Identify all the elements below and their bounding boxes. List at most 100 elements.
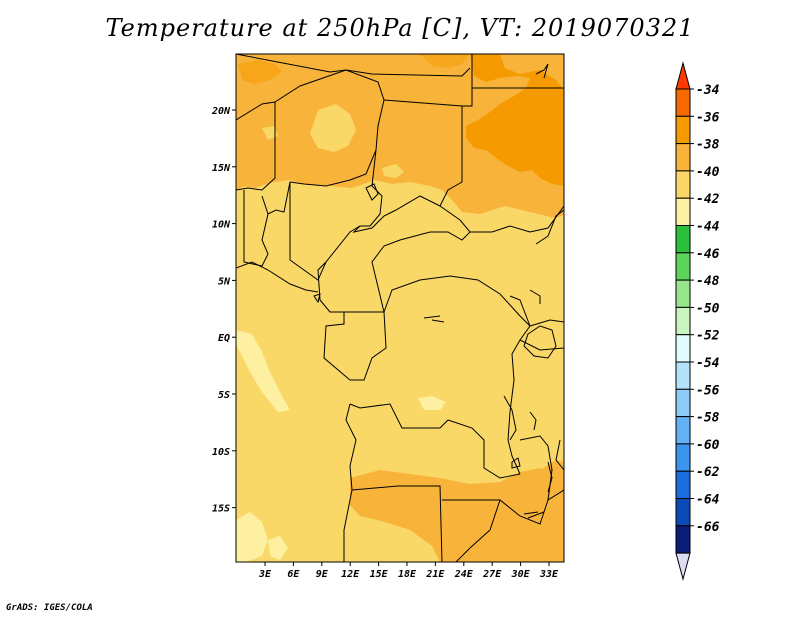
lake-tanganyika [503,395,517,441]
colorbar-label: -52 [696,329,720,344]
lake-center [423,315,445,323]
temperature-field [236,54,564,562]
lake-mweru [511,457,521,469]
colorbar-swatch [675,170,691,199]
colorbar-swatch [675,361,691,390]
colorbar-label: -62 [696,465,720,480]
field-patch-42-west [236,330,290,412]
lake-outlines [313,63,557,519]
field-band-38-south [350,468,564,562]
border-algeria [236,54,347,73]
lake-nasser [535,63,549,79]
border-cameroon-car [317,231,471,313]
lon-tick-label: 27E [482,569,502,580]
border-botswana [455,499,501,562]
border-mozambique [555,439,564,471]
longitude-axis: 3E 6E 9E 12E 15E 18E 21E 24E 27E 30E 33E [258,562,559,580]
border-car-drc [383,275,531,327]
lat-tick-label: 5N [218,276,231,287]
field-patch-40-b [262,126,278,140]
colorbar-swatch [675,279,691,308]
colorbar-swatch [675,115,691,145]
colorbar-swatch [675,416,691,445]
lon-tick-label: 15E [370,569,389,580]
colorbar-label: -42 [696,192,720,207]
colorbar-label: -50 [696,301,720,316]
lake-kariba [523,511,545,519]
lon-tick-label: 9E [316,569,329,580]
lon-tick-label: 33E [539,569,559,580]
colorbar-label: -44 [696,220,720,235]
border-nigeria [289,182,361,281]
colorbar-label: -60 [696,438,720,453]
colorbar-swatch [675,525,691,554]
colorbar-label: -56 [696,383,720,398]
colorbar-swatch [675,88,691,117]
field-cell-36-n [420,54,470,68]
border-libya-south [345,67,471,77]
border-lakes-west [507,295,531,475]
colorbar-swatch [675,197,691,226]
colorbar-label: -48 [696,274,720,289]
border-egypt-sudan [462,87,564,107]
field-patch-40-a [310,104,356,152]
colorbar-swatch [675,252,691,281]
field-patch-42-sw2 [268,536,288,560]
border-angola-namibia [351,485,443,562]
field-cell-36-ne [466,54,564,186]
chart-title: Temperature at 250hPa [C], VT: 201907032… [105,14,695,42]
border-south-sudan [529,209,564,304]
lat-tick-label: 10S [212,447,230,458]
lake-rukwa [529,411,537,431]
border-uganda [529,319,564,327]
coast-gulf-guinea [236,261,319,293]
latitude-axis: 20N 15N 10N 5N EQ 5S 10S 15S [211,106,236,515]
grads-credit: GrADS: IGES/COLA [6,603,93,613]
lake-victoria [523,325,557,359]
island-bioko [313,293,321,304]
map-frame [235,53,565,563]
colorbar-label: -46 [696,247,720,262]
colorbar: -34 -36 -38 -40 -42 -44 -46 -48 -50 -52 -54 -56 -58 -… [675,61,720,582]
lon-tick-label: 6E [287,569,300,580]
lake-chad [365,183,379,201]
lon-tick-label: 24E [454,569,474,580]
colorbar-swatch [675,334,691,363]
country-borders [236,54,564,562]
border-kenya-tanzania [519,339,564,351]
border-benin-togo [243,181,291,267]
lat-tick-label: 10N [212,220,231,231]
lake-malawi [547,461,553,493]
border-malawi [519,435,553,501]
lon-tick-label: 21E [425,569,445,580]
colorbar-top-triangle [675,61,691,90]
lon-tick-label: 30E [511,569,531,580]
field-patch-42-sw [236,512,268,562]
colorbar-label: -66 [696,520,720,535]
lat-tick-label: 15S [212,504,230,515]
colorbar-swatch [675,470,691,500]
border-algeria-mali [236,101,276,191]
colorbar-label: -58 [696,411,720,426]
colorbar-label: -40 [696,165,720,180]
colorbar-swatch [675,388,691,418]
field-cell-36-nw [238,60,282,84]
lon-tick-label: 12E [341,569,360,580]
lat-tick-label: 5S [218,390,230,401]
colorbar-label: -64 [696,493,720,508]
lat-tick-label: EQ [218,333,230,344]
field-patch-40-south [356,520,436,562]
field-patch-42-center [418,396,446,410]
field-band-38-north [236,54,564,218]
lon-tick-label: 3E [258,569,272,580]
coast-angola [343,403,357,562]
border-drc-angola-zambia [349,403,521,479]
colorbar-swatch [675,498,691,527]
lat-tick-label: 20N [211,106,231,117]
field-patch-40-c [382,164,404,178]
colorbar-swatch [675,443,691,472]
colorbar-swatch [675,143,691,172]
border-chad-south [352,149,441,233]
colorbar-label: -38 [696,138,720,153]
